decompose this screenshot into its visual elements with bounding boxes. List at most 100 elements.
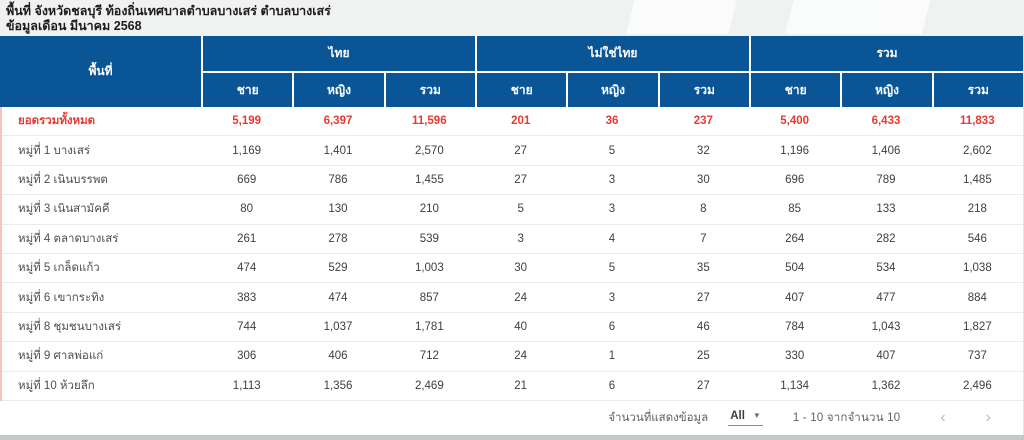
table-cell: 210 bbox=[419, 203, 439, 216]
table-cell: 5,199 bbox=[232, 115, 262, 128]
table-cell: 1,113 bbox=[232, 379, 261, 392]
table-cell: 27 bbox=[696, 379, 710, 392]
table-cell: 25 bbox=[696, 350, 710, 363]
table-cell: 3 bbox=[608, 203, 616, 216]
table-cell: 1,134 bbox=[780, 379, 810, 392]
table-cell: 3 bbox=[608, 291, 616, 304]
table-cell: 789 bbox=[876, 173, 896, 186]
table-cell: 7 bbox=[700, 232, 707, 245]
table-cell: 2,570 bbox=[414, 144, 444, 157]
table-cell: 2,496 bbox=[962, 379, 992, 392]
chevron-left-icon[interactable]: ‹ bbox=[940, 408, 946, 426]
table-cell: 2,469 bbox=[414, 379, 444, 392]
table-cell: 27 bbox=[696, 291, 710, 304]
table-cell: 5 bbox=[608, 262, 616, 275]
page-size-label: จำนวนที่แสดงข้อมูล bbox=[608, 411, 709, 424]
table-cell: 261 bbox=[237, 232, 257, 245]
row-area-label: หมู่ที่ 4 ตลาดบางเสร่ bbox=[18, 232, 119, 245]
table-cell: 1,003 bbox=[414, 262, 444, 275]
table-cell: 737 bbox=[967, 350, 987, 363]
table-row: หมู่ที่ 9 ศาลพ่อแก่ 306 406 712 24 1 25 … bbox=[2, 342, 1023, 372]
table-cell: 201 bbox=[511, 115, 531, 128]
table-cell: 1,455 bbox=[414, 173, 444, 186]
table-cell: 744 bbox=[237, 320, 257, 333]
page-size-select[interactable]: All ▼ bbox=[728, 410, 763, 426]
table-cell: 133 bbox=[876, 203, 896, 216]
table-row-grand-total: ยอดรวมทั้งหมด 5,199 6,397 11,596 201 36 … bbox=[2, 107, 1023, 137]
table-cell: 1,401 bbox=[323, 144, 353, 157]
column-header-thai-female: หญิง bbox=[294, 73, 384, 107]
table-cell: 696 bbox=[785, 173, 805, 186]
table-cell: 1,781 bbox=[414, 320, 444, 333]
bottom-divider bbox=[0, 434, 1024, 440]
table-cell: 534 bbox=[876, 262, 896, 275]
table-cell: 11,833 bbox=[960, 115, 995, 128]
chevron-right-icon[interactable]: › bbox=[985, 408, 991, 426]
column-header-thai-male: ชาย bbox=[203, 73, 293, 107]
table-cell: 3 bbox=[517, 232, 524, 245]
table-cell: 6 bbox=[608, 379, 616, 392]
group-header-non-thai: ไม่ใช่ไทย bbox=[477, 36, 749, 71]
table-row: หมู่ที่ 4 ตลาดบางเสร่ 261 278 539 3 4 7 … bbox=[2, 224, 1023, 254]
pagination-range: 1 - 10 จากจำนวน 10 bbox=[792, 411, 901, 424]
table-cell: 406 bbox=[328, 350, 348, 363]
table-cell: 4 bbox=[608, 232, 616, 245]
table-cell: 27 bbox=[514, 144, 528, 157]
table-cell: 27 bbox=[514, 173, 528, 186]
table-header: พื้นที่ ไทย ไม่ใช่ไทย รวม ชาย หญิง รวม ช… bbox=[0, 36, 1023, 107]
table-cell: 237 bbox=[693, 115, 713, 128]
table-cell: 40 bbox=[514, 320, 528, 333]
table-cell: 30 bbox=[696, 173, 710, 186]
table-cell: 504 bbox=[785, 262, 805, 275]
table-cell: 8 bbox=[700, 203, 707, 216]
table-cell: 407 bbox=[876, 350, 896, 363]
table-cell: 5,400 bbox=[780, 115, 810, 128]
table-cell: 21 bbox=[514, 379, 528, 392]
table-cell: 330 bbox=[785, 350, 805, 363]
column-header-total-total: รวม bbox=[933, 73, 1023, 107]
table-cell: 85 bbox=[788, 203, 802, 216]
row-area-label: หมู่ที่ 3 เนินสามัคคี bbox=[18, 203, 110, 216]
table-cell: 35 bbox=[696, 262, 710, 275]
table-cell: 857 bbox=[419, 291, 439, 304]
table-cell: 539 bbox=[419, 232, 439, 245]
group-header-grand-total: รวม bbox=[751, 36, 1023, 71]
table-cell: 1,169 bbox=[232, 144, 262, 157]
row-area-label: หมู่ที่ 10 ห้วยลึก bbox=[18, 379, 95, 392]
table-row: หมู่ที่ 2 เนินบรรพต 669 786 1,455 27 3 3… bbox=[2, 165, 1023, 196]
table-cell: 546 bbox=[967, 232, 987, 245]
table-cell: 1,485 bbox=[962, 173, 992, 186]
row-area-label: ยอดรวมทั้งหมด bbox=[18, 115, 96, 128]
table-cell: 1,362 bbox=[871, 379, 901, 392]
table-cell: 1,043 bbox=[871, 320, 901, 333]
table-cell: 786 bbox=[328, 173, 348, 186]
page-size-value: All bbox=[730, 409, 745, 422]
column-header-nonthai-male: ชาย bbox=[477, 73, 567, 107]
table-cell: 1,406 bbox=[871, 144, 901, 157]
table-cell: 712 bbox=[419, 350, 439, 363]
table-cell: 5 bbox=[608, 144, 616, 157]
table-cell: 282 bbox=[876, 232, 896, 245]
table-cell: 474 bbox=[328, 291, 348, 304]
table-cell: 218 bbox=[967, 203, 987, 216]
table-cell: 24 bbox=[514, 291, 528, 304]
table-cell: 6,397 bbox=[323, 115, 353, 128]
table-cell: 383 bbox=[237, 291, 257, 304]
table-cell: 1,827 bbox=[962, 320, 992, 333]
table-row: หมู่ที่ 10 ห้วยลึก 1,113 1,356 2,469 21 … bbox=[2, 371, 1023, 401]
table-body: ยอดรวมทั้งหมด 5,199 6,397 11,596 201 36 … bbox=[0, 107, 1023, 401]
table-cell: 306 bbox=[237, 350, 257, 363]
table-cell: 3 bbox=[608, 173, 616, 186]
table-cell: 1,038 bbox=[962, 262, 992, 275]
table-cell: 130 bbox=[328, 203, 348, 216]
table-cell: 5 bbox=[517, 203, 524, 216]
table-cell: 1,037 bbox=[323, 320, 353, 333]
table-cell: 278 bbox=[328, 232, 348, 245]
table-cell: 30 bbox=[514, 262, 528, 275]
table-cell: 1 bbox=[608, 350, 616, 363]
table-cell: 529 bbox=[328, 262, 348, 275]
population-table: พื้นที่ ไทย ไม่ใช่ไทย รวม ชาย หญิง รวม ช… bbox=[0, 36, 1024, 435]
row-area-label: หมู่ที่ 1 บางเสร่ bbox=[18, 144, 91, 157]
row-area-label: หมู่ที่ 6 เขากระทิง bbox=[18, 291, 105, 304]
table-row: หมู่ที่ 8 ชุมชนบางเสร่ 744 1,037 1,781 4… bbox=[2, 312, 1023, 343]
